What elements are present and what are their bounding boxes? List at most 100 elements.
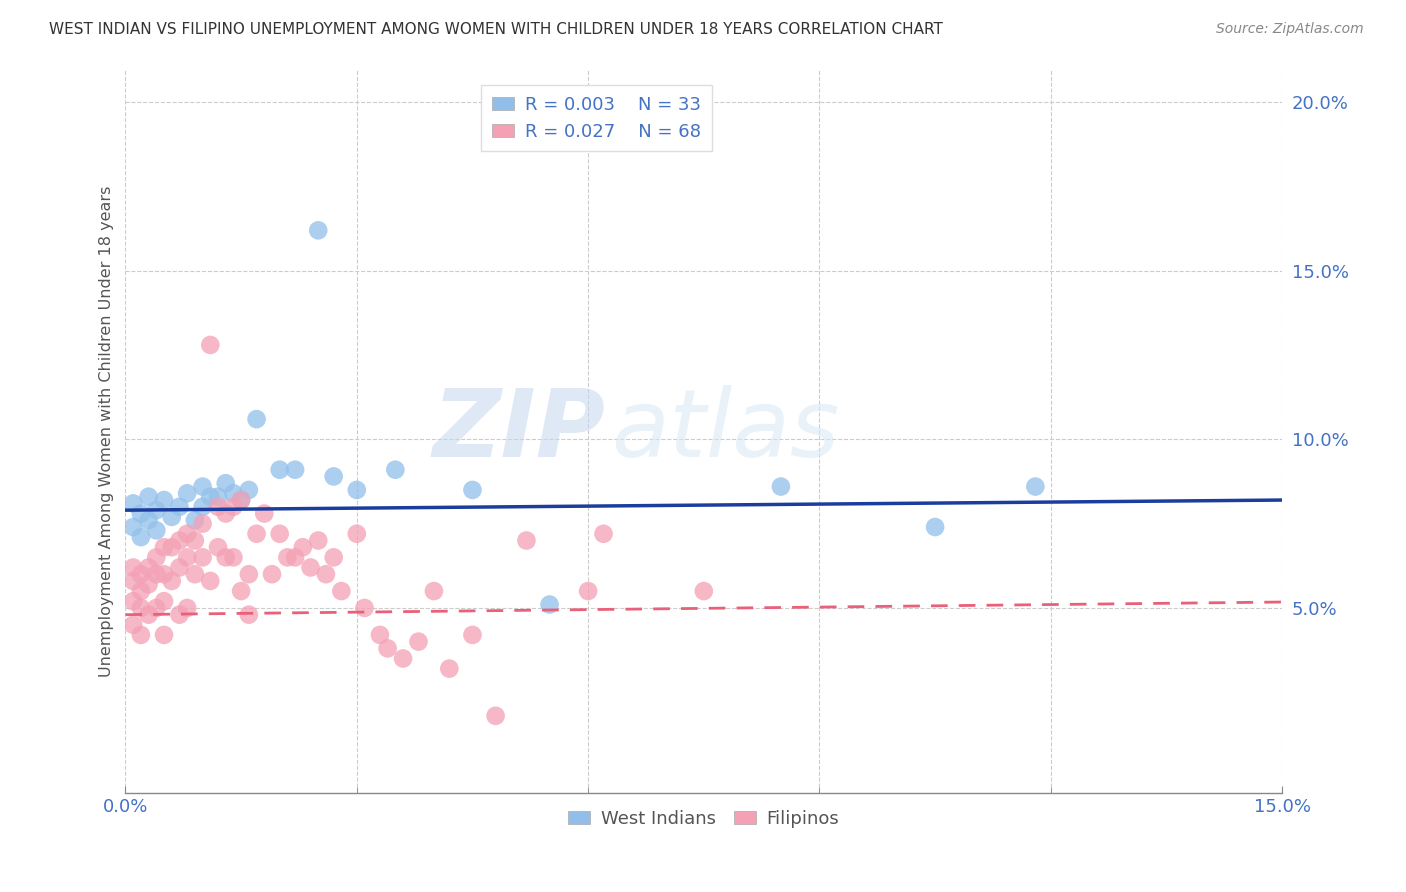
Point	[461, 483, 484, 497]
Point	[291, 541, 314, 555]
Point	[215, 476, 238, 491]
Point	[191, 550, 214, 565]
Point	[191, 516, 214, 531]
Point	[184, 533, 207, 548]
Point	[377, 641, 399, 656]
Point	[260, 567, 283, 582]
Point	[129, 567, 152, 582]
Point	[315, 567, 337, 582]
Point	[924, 520, 946, 534]
Point	[145, 567, 167, 582]
Point	[129, 530, 152, 544]
Point	[169, 607, 191, 622]
Point	[423, 584, 446, 599]
Point	[238, 483, 260, 497]
Point	[269, 463, 291, 477]
Point	[307, 533, 329, 548]
Legend: West Indians, Filipinos: West Indians, Filipinos	[561, 803, 846, 835]
Point	[231, 584, 253, 599]
Point	[1024, 479, 1046, 493]
Point	[353, 601, 375, 615]
Point	[215, 550, 238, 565]
Point	[200, 574, 222, 588]
Point	[176, 550, 198, 565]
Point	[191, 500, 214, 514]
Point	[138, 607, 160, 622]
Point	[245, 526, 267, 541]
Point	[169, 560, 191, 574]
Point	[222, 486, 245, 500]
Text: ZIP: ZIP	[433, 385, 606, 477]
Point	[122, 617, 145, 632]
Point	[138, 490, 160, 504]
Point	[245, 412, 267, 426]
Point	[176, 601, 198, 615]
Point	[160, 509, 183, 524]
Point	[153, 567, 176, 582]
Point	[322, 550, 344, 565]
Point	[184, 567, 207, 582]
Point	[253, 507, 276, 521]
Point	[122, 574, 145, 588]
Point	[122, 496, 145, 510]
Point	[269, 526, 291, 541]
Point	[138, 560, 160, 574]
Point	[160, 541, 183, 555]
Point	[299, 560, 322, 574]
Point	[284, 550, 307, 565]
Point	[145, 503, 167, 517]
Point	[145, 601, 167, 615]
Point	[129, 601, 152, 615]
Point	[284, 463, 307, 477]
Point	[191, 479, 214, 493]
Point	[408, 634, 430, 648]
Point	[693, 584, 716, 599]
Point	[160, 574, 183, 588]
Point	[238, 567, 260, 582]
Point	[138, 577, 160, 591]
Point	[215, 507, 238, 521]
Y-axis label: Unemployment Among Women with Children Under 18 years: Unemployment Among Women with Children U…	[100, 186, 114, 677]
Point	[238, 607, 260, 622]
Point	[176, 486, 198, 500]
Point	[769, 479, 792, 493]
Point	[538, 598, 561, 612]
Point	[330, 584, 353, 599]
Point	[169, 500, 191, 514]
Point	[153, 493, 176, 508]
Point	[153, 594, 176, 608]
Point	[592, 526, 614, 541]
Point	[231, 493, 253, 508]
Point	[576, 584, 599, 599]
Point	[515, 533, 537, 548]
Point	[276, 550, 298, 565]
Point	[307, 223, 329, 237]
Point	[184, 513, 207, 527]
Point	[129, 584, 152, 599]
Point	[200, 338, 222, 352]
Point	[384, 463, 406, 477]
Point	[200, 490, 222, 504]
Point	[122, 520, 145, 534]
Point	[153, 628, 176, 642]
Point	[231, 493, 253, 508]
Point	[207, 500, 229, 514]
Point	[222, 550, 245, 565]
Point	[392, 651, 415, 665]
Text: WEST INDIAN VS FILIPINO UNEMPLOYMENT AMONG WOMEN WITH CHILDREN UNDER 18 YEARS CO: WEST INDIAN VS FILIPINO UNEMPLOYMENT AMO…	[49, 22, 943, 37]
Point	[322, 469, 344, 483]
Point	[439, 662, 461, 676]
Point	[461, 628, 484, 642]
Point	[346, 483, 368, 497]
Point	[207, 490, 229, 504]
Point	[122, 594, 145, 608]
Point	[138, 513, 160, 527]
Point	[122, 560, 145, 574]
Point	[368, 628, 391, 642]
Point	[129, 507, 152, 521]
Text: Source: ZipAtlas.com: Source: ZipAtlas.com	[1216, 22, 1364, 37]
Point	[145, 524, 167, 538]
Point	[346, 526, 368, 541]
Point	[484, 708, 506, 723]
Point	[145, 550, 167, 565]
